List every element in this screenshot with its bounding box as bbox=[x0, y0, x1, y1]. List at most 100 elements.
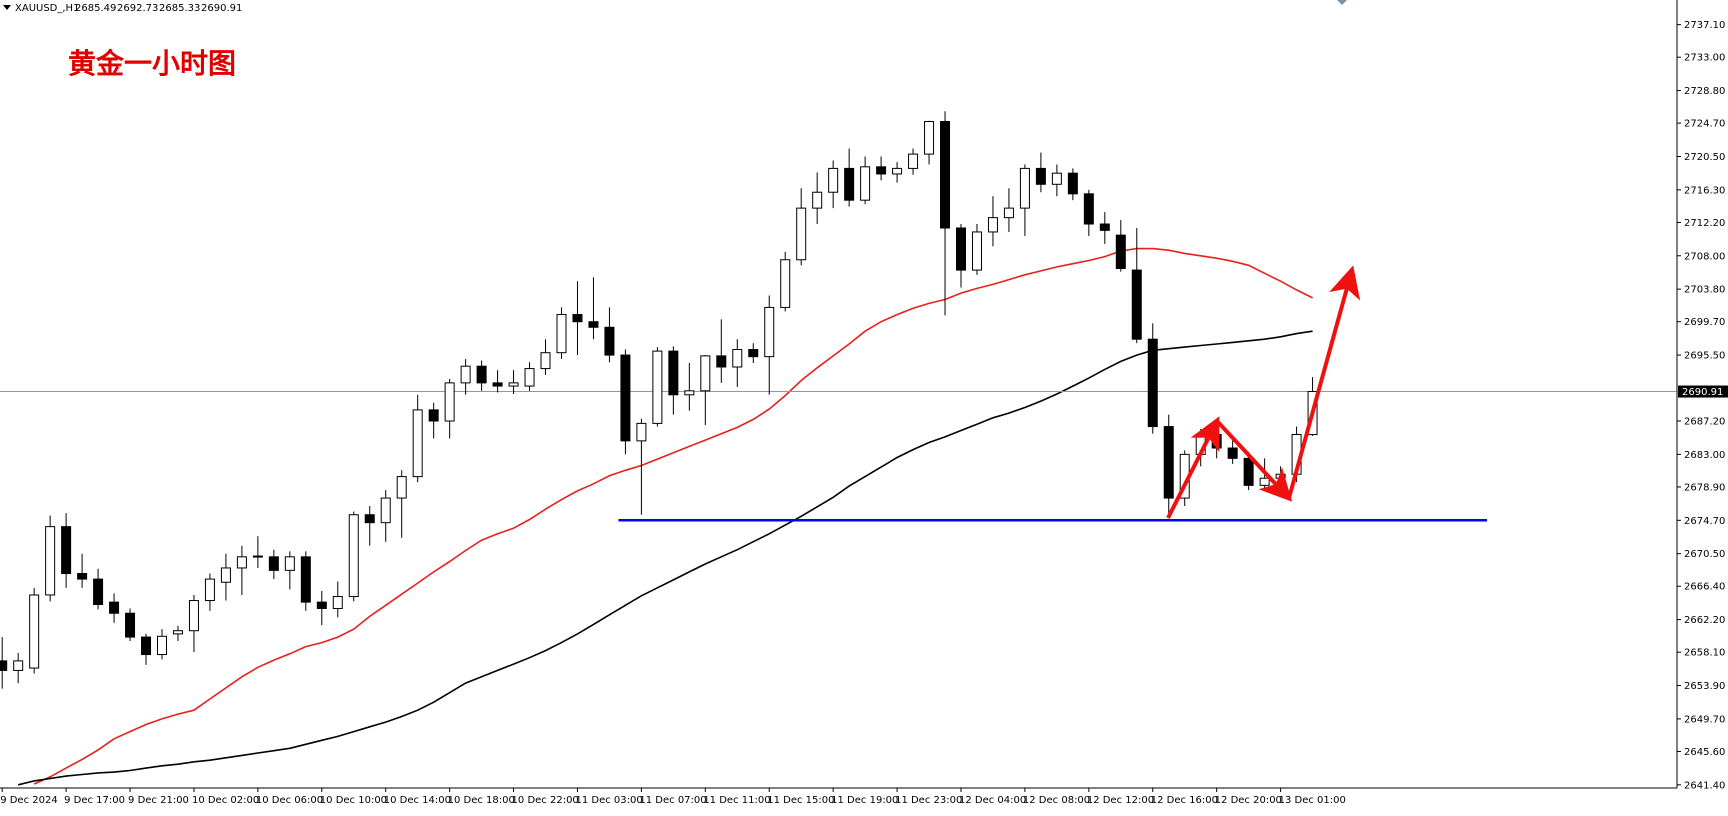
plot-layer bbox=[0, 111, 1677, 786]
candle-body bbox=[1003, 207, 1014, 219]
candle-body bbox=[220, 567, 231, 583]
arrow bbox=[1215, 419, 1293, 502]
candle-body bbox=[492, 382, 503, 387]
y-tick-label: 2666.40 bbox=[1684, 582, 1725, 593]
y-tick-label: 2708.00 bbox=[1684, 251, 1725, 262]
x-tick-label: 12 Dec 16:00 bbox=[1151, 795, 1218, 806]
candle-body bbox=[764, 306, 775, 358]
x-tick-label: 12 Dec 12:00 bbox=[1087, 795, 1154, 806]
candle-body bbox=[284, 556, 295, 571]
y-tick-label: 2670.50 bbox=[1684, 549, 1725, 560]
annotation: 黄金一小时图 bbox=[68, 47, 236, 80]
candle-body bbox=[364, 514, 375, 524]
candle-body bbox=[1211, 434, 1222, 449]
y-tick-label: 2728.80 bbox=[1684, 86, 1725, 97]
candle-body bbox=[844, 167, 855, 201]
candle-body bbox=[1083, 193, 1094, 225]
x-tick-label: 10 Dec 10:00 bbox=[320, 795, 387, 806]
candle-body bbox=[412, 409, 423, 478]
y-tick-label: 2703.80 bbox=[1684, 285, 1725, 296]
candle-body bbox=[588, 321, 599, 328]
candle-body bbox=[316, 601, 327, 609]
candle-body bbox=[780, 259, 791, 308]
candle-body bbox=[77, 573, 88, 580]
x-tick-label: 10 Dec 06:00 bbox=[256, 795, 323, 806]
candle-body bbox=[556, 314, 567, 354]
moving-average bbox=[33, 247, 1313, 785]
x-tick-label: 11 Dec 03:00 bbox=[575, 795, 642, 806]
x-tick-label: 10 Dec 18:00 bbox=[448, 795, 515, 806]
arrows bbox=[1166, 265, 1361, 519]
y-tick-label: 2712.20 bbox=[1684, 218, 1725, 229]
candle-body bbox=[236, 556, 247, 569]
candle-body bbox=[93, 578, 104, 606]
candle-body bbox=[716, 355, 727, 368]
candle-body bbox=[668, 350, 679, 396]
x-tick-label: 11 Dec 19:00 bbox=[831, 795, 898, 806]
y-tick-label: 2733.00 bbox=[1684, 53, 1725, 64]
candle-body bbox=[508, 382, 519, 387]
candle-body bbox=[1019, 167, 1030, 209]
candle-body bbox=[300, 556, 311, 603]
candle-body bbox=[109, 601, 120, 614]
header-open: 2685.49 bbox=[75, 3, 116, 14]
x-tick-label: 9 Dec 2024 bbox=[0, 795, 58, 806]
candle-body bbox=[876, 166, 887, 175]
candle-body bbox=[1163, 426, 1174, 499]
x-tick-label: 11 Dec 15:00 bbox=[767, 795, 834, 806]
candle-body bbox=[796, 207, 807, 261]
candle-body bbox=[125, 612, 136, 638]
candle-body bbox=[1275, 473, 1286, 479]
candle-body bbox=[172, 630, 183, 635]
candle-body bbox=[444, 382, 455, 422]
y-tick-label: 2716.30 bbox=[1684, 185, 1725, 196]
candle-body bbox=[348, 514, 359, 598]
symbol-title: XAUUSD_,H1 bbox=[15, 3, 79, 14]
candle-body bbox=[700, 355, 711, 392]
candle-body bbox=[828, 167, 839, 193]
candle-body bbox=[0, 660, 8, 671]
header-low: 2685.33 bbox=[159, 3, 200, 14]
y-tick-label: 2658.10 bbox=[1684, 648, 1725, 659]
candle-body bbox=[1115, 234, 1126, 269]
x-tick-label: 12 Dec 04:00 bbox=[959, 795, 1026, 806]
y-tick-label: 2674.70 bbox=[1684, 516, 1725, 527]
y-tick-label: 2662.20 bbox=[1684, 615, 1725, 626]
candle-body bbox=[476, 365, 487, 384]
candle-body bbox=[268, 556, 279, 571]
candle-body bbox=[652, 350, 663, 424]
menu-triangle[interactable] bbox=[3, 5, 11, 10]
candle-body bbox=[748, 349, 759, 358]
shift-marker bbox=[1337, 0, 1347, 5]
candle-body bbox=[157, 635, 167, 656]
candle-body bbox=[524, 368, 535, 387]
candle-body bbox=[604, 326, 615, 356]
y-tick-label: 2724.70 bbox=[1684, 119, 1725, 130]
candle-body bbox=[684, 390, 695, 396]
y-tick-label: 2653.90 bbox=[1684, 681, 1725, 692]
candle-body bbox=[940, 121, 951, 229]
candle-body bbox=[1067, 172, 1078, 195]
y-tick-label: 2678.90 bbox=[1684, 482, 1725, 493]
candle-body bbox=[924, 121, 935, 155]
candle-body bbox=[1259, 477, 1270, 486]
candle-body bbox=[971, 231, 982, 271]
moving-average bbox=[18, 330, 1313, 786]
x-tick-label: 9 Dec 21:00 bbox=[128, 795, 189, 806]
candle-body bbox=[13, 660, 24, 671]
current-price-box bbox=[1678, 385, 1728, 398]
x-tick-label: 10 Dec 14:00 bbox=[384, 795, 451, 806]
y-tick-label: 2687.20 bbox=[1684, 417, 1725, 428]
candle-body bbox=[428, 409, 439, 422]
candle-body bbox=[45, 526, 56, 596]
candle-body bbox=[29, 594, 40, 669]
candle-body bbox=[380, 497, 391, 524]
candle-body bbox=[188, 600, 199, 632]
x-tick-label: 13 Dec 01:00 bbox=[1279, 795, 1346, 806]
x-tick-label: 12 Dec 08:00 bbox=[1023, 795, 1090, 806]
candle-body bbox=[860, 166, 871, 201]
candle-body bbox=[987, 217, 998, 233]
candle-body bbox=[620, 354, 631, 442]
candle-body bbox=[204, 578, 215, 602]
